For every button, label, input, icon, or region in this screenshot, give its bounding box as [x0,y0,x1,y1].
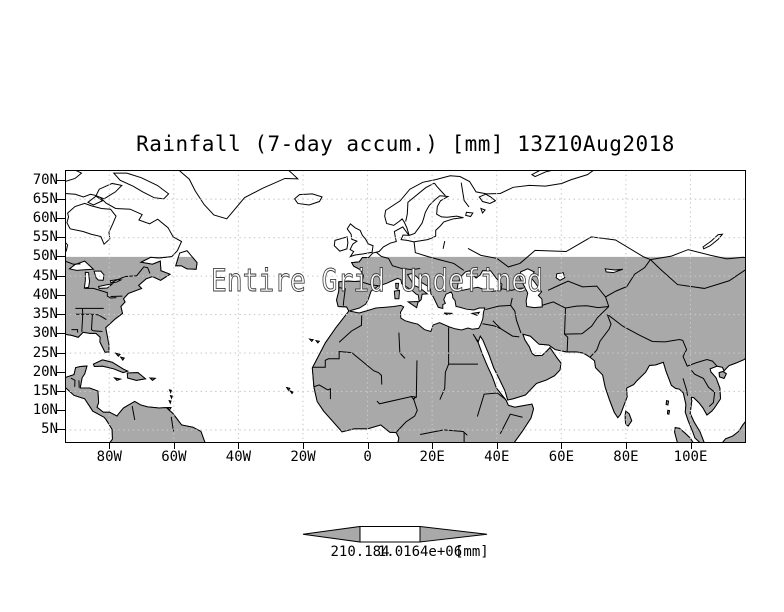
lat-axis-label: 30N [32,325,58,342]
colorbar-right-arrow [419,525,488,543]
lon-tick [625,443,627,449]
lon-axis-label: 40W [225,449,252,465]
lat-axis-label: 50N [32,248,58,265]
lat-tick [57,217,65,219]
colorbar-units-label: [mm] [455,544,489,560]
lon-axis-label: 20W [290,449,316,465]
lat-axis-label: 5N [41,421,58,438]
lon-tick [303,443,305,449]
lat-tick [57,429,65,431]
lat-tick [57,275,65,277]
lon-tick [173,443,175,449]
lat-tick [57,410,65,412]
lat-axis-label: 10N [32,402,58,419]
lon-axis-label: 40E [484,449,510,465]
lat-tick [57,179,65,181]
mediterranean-islands [394,283,479,315]
lon-axis-label: 0 [363,449,372,465]
lat-axis-label: 40N [32,286,58,303]
colorbar-left-arrow [302,525,361,543]
lat-tick [57,294,65,296]
lat-tick [57,198,65,200]
lon-tick [496,443,498,449]
plot-title: Rainfall (7-day accum.) [mm] 13Z10Aug201… [136,132,675,156]
lon-axis-label: 100E [673,449,708,465]
colorbar-left-tick-label: 210.184 [330,544,390,560]
lat-tick [57,371,65,373]
lat-axis-label: 35N [32,306,58,323]
lon-tick [109,443,111,449]
lon-axis-label: 80E [613,449,639,465]
lat-tick [57,237,65,239]
colorbar-mid-swatch [359,526,421,543]
lat-tick [57,352,65,354]
lon-tick [432,443,434,449]
lat-axis-label: 20N [32,363,58,380]
lon-tick [238,443,240,449]
colorbar [302,525,488,543]
lat-axis-label: 25N [32,344,58,361]
country-borders [65,183,746,443]
map-canvas [65,170,746,443]
lat-tick [57,314,65,316]
lat-axis-label: 15N [32,382,58,399]
lat-axis-label: 55N [32,229,58,246]
lon-tick [367,443,369,449]
lon-axis-label: 60W [161,449,187,465]
lat-axis-label: 70N [32,171,58,188]
lon-axis-label: 60E [548,449,575,465]
lon-tick [690,443,692,449]
lon-tick [561,443,563,449]
lat-axis-label: 60N [32,209,58,226]
lon-axis-label: 80W [96,449,122,465]
lon-axis-label: 20E [419,449,445,465]
lat-tick [57,256,65,258]
lat-tick [57,390,65,392]
graticule [65,170,746,443]
lat-axis-label: 45N [32,267,58,284]
lat-axis-label: 65N [32,190,58,207]
lat-tick [57,333,65,335]
colorbar-right-tick-label: 1.0164e+06 [377,544,463,560]
